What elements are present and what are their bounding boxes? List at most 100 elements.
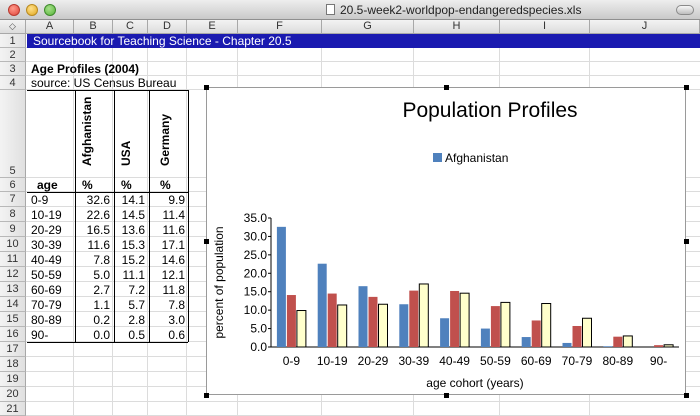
unit-header-afghanistan[interactable]: % <box>82 178 93 192</box>
value-cell-afghanistan[interactable]: 7.8 <box>93 253 110 267</box>
toolbar-toggle-button[interactable] <box>676 5 694 15</box>
row-header-15[interactable]: 15 <box>0 312 26 327</box>
age-cell[interactable]: 30-39 <box>31 238 62 252</box>
value-cell-germany[interactable]: 3.0 <box>168 313 185 327</box>
age-cell[interactable]: 70-79 <box>31 298 62 312</box>
value-cell-usa[interactable]: 5.7 <box>128 298 145 312</box>
age-cell[interactable]: 50-59 <box>31 268 62 282</box>
age-cell[interactable]: 40-49 <box>31 253 62 267</box>
value-cell-germany[interactable]: 9.9 <box>168 193 185 207</box>
age-cell[interactable]: 10-19 <box>31 208 62 222</box>
row-header-2[interactable]: 2 <box>0 48 26 62</box>
value-cell-usa[interactable]: 7.2 <box>128 283 145 297</box>
column-header-j[interactable]: J <box>590 20 700 34</box>
value-cell-afghanistan[interactable]: 16.5 <box>86 223 110 237</box>
resize-handle[interactable] <box>684 239 689 244</box>
value-cell-germany[interactable]: 0.6 <box>168 328 185 342</box>
resize-handle[interactable] <box>444 85 449 90</box>
row-header-6[interactable]: 6 <box>0 178 26 192</box>
age-cell[interactable]: 90- <box>31 328 49 342</box>
population-chart[interactable]: Population Profiles Afghanistan 0.0 5.0 10.0… <box>206 87 686 395</box>
row-header-8[interactable]: 8 <box>0 207 26 222</box>
column-header-g[interactable]: G <box>322 20 414 34</box>
row-header-10[interactable]: 10 <box>0 237 26 252</box>
value-cell-afghanistan[interactable]: 11.6 <box>87 238 110 252</box>
column-header-a[interactable]: A <box>26 20 74 34</box>
row-header-20[interactable]: 20 <box>0 387 26 402</box>
row-header-12[interactable]: 12 <box>0 267 26 282</box>
column-header-e[interactable]: E <box>187 20 238 34</box>
column-header-i[interactable]: I <box>500 20 590 34</box>
country-header-usa[interactable]: USA <box>119 140 133 166</box>
value-cell-germany[interactable]: 17.1 <box>161 238 185 252</box>
value-cell-usa[interactable]: 15.2 <box>121 253 145 267</box>
country-header-afghanistan[interactable]: Afghanistan <box>80 96 94 166</box>
resize-handle[interactable] <box>204 239 209 244</box>
sheet-banner[interactable]: Sourcebook for Teaching Science - Chapte… <box>27 34 700 48</box>
x-tick-label: 10-19 <box>317 354 348 368</box>
unit-header-germany[interactable]: % <box>160 178 171 192</box>
row-header-16[interactable]: 16 <box>0 327 26 342</box>
column-header-b[interactable]: B <box>74 20 113 34</box>
resize-handle[interactable] <box>204 393 209 398</box>
age-cell[interactable]: 20-29 <box>31 223 62 237</box>
zoom-window-button[interactable] <box>44 4 56 16</box>
minimize-window-button[interactable] <box>26 4 38 16</box>
row-header-11[interactable]: 11 <box>0 252 26 267</box>
country-header-germany[interactable]: Germany <box>158 113 172 166</box>
source-note[interactable]: source: US Census Bureau <box>31 76 177 90</box>
value-cell-afghanistan[interactable]: 22.6 <box>86 208 110 222</box>
value-cell-usa[interactable]: 14.5 <box>121 208 145 222</box>
resize-handle[interactable] <box>444 393 449 398</box>
row-header-3[interactable]: 3 <box>0 62 26 76</box>
row-header-1[interactable]: 1 <box>0 34 26 48</box>
value-cell-germany[interactable]: 11.8 <box>162 283 185 297</box>
value-cell-afghanistan[interactable]: 5.0 <box>93 268 110 282</box>
value-cell-usa[interactable]: 2.8 <box>128 313 145 327</box>
value-cell-germany[interactable]: 7.8 <box>168 298 185 312</box>
row-header-18[interactable]: 18 <box>0 357 26 372</box>
row-header-7[interactable]: 7 <box>0 192 26 207</box>
value-cell-usa[interactable]: 14.1 <box>121 193 145 207</box>
value-cell-afghanistan[interactable]: 1.1 <box>93 298 110 312</box>
column-header-d[interactable]: D <box>148 20 187 34</box>
row-header-19[interactable]: 19 <box>0 372 26 387</box>
bar <box>654 345 664 347</box>
column-header-c[interactable]: C <box>113 20 148 34</box>
column-header-f[interactable]: F <box>238 20 322 34</box>
value-cell-usa[interactable]: 15.3 <box>121 238 145 252</box>
value-cell-germany[interactable]: 11.4 <box>162 208 185 222</box>
resize-handle[interactable] <box>684 85 689 90</box>
value-cell-usa[interactable]: 13.6 <box>121 223 145 237</box>
x-tick-label: 30-39 <box>398 354 429 368</box>
close-window-button[interactable] <box>8 4 20 16</box>
resize-handle[interactable] <box>204 85 209 90</box>
value-cell-afghanistan[interactable]: 32.6 <box>86 193 110 207</box>
row-header-5[interactable]: 5 <box>0 90 26 178</box>
bar <box>399 304 409 347</box>
age-cell[interactable]: 0-9 <box>31 193 49 207</box>
row-header-14[interactable]: 14 <box>0 297 26 312</box>
resize-handle[interactable] <box>684 393 689 398</box>
row-header-13[interactable]: 13 <box>0 282 26 297</box>
age-cell[interactable]: 60-69 <box>31 283 62 297</box>
value-cell-usa[interactable]: 0.5 <box>128 328 145 342</box>
value-cell-afghanistan[interactable]: 2.7 <box>93 283 110 297</box>
sheet-heading[interactable]: Age Profiles (2004) <box>31 62 140 76</box>
row-header-4[interactable]: 4 <box>0 76 26 90</box>
unit-header-usa[interactable]: % <box>121 178 132 192</box>
value-cell-usa[interactable]: 11.1 <box>122 268 145 282</box>
age-column-header[interactable]: age <box>37 178 58 192</box>
value-cell-germany[interactable]: 11.6 <box>162 223 185 237</box>
value-cell-germany[interactable]: 14.6 <box>161 253 185 267</box>
value-cell-germany[interactable]: 12.1 <box>161 268 185 282</box>
column-header-h[interactable]: H <box>414 20 500 34</box>
select-all-corner[interactable]: ◇ <box>0 20 26 34</box>
row-header-21[interactable]: 21 <box>0 402 26 416</box>
value-cell-afghanistan[interactable]: 0.2 <box>93 313 110 327</box>
row-header-17[interactable]: 17 <box>0 342 26 357</box>
x-tick-label: 90- <box>650 354 667 368</box>
row-header-9[interactable]: 9 <box>0 222 26 237</box>
value-cell-afghanistan[interactable]: 0.0 <box>93 328 110 342</box>
age-cell[interactable]: 80-89 <box>31 313 62 327</box>
